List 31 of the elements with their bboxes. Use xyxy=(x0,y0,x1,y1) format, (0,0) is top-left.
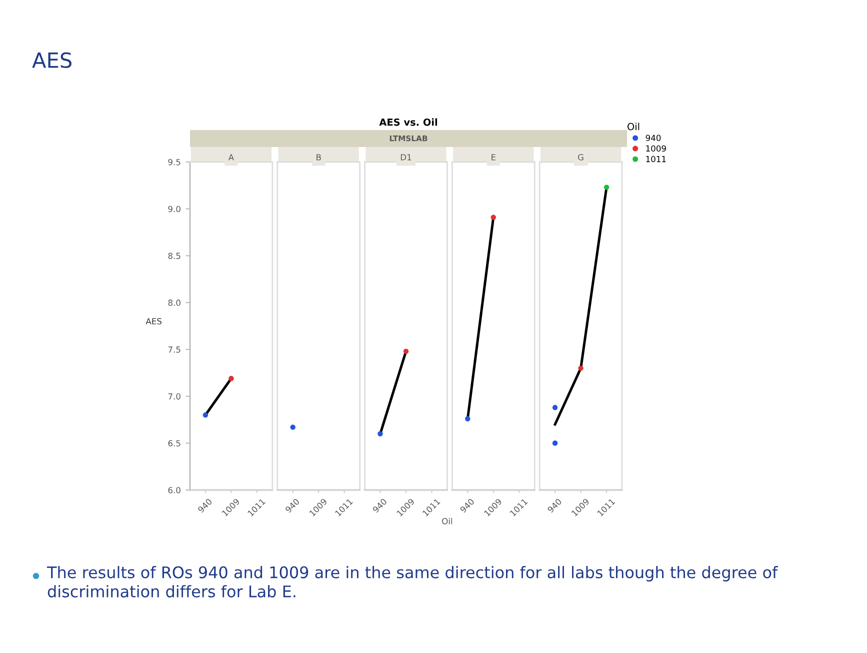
y-tick-label: 8.0 xyxy=(168,300,180,306)
x-axis-title: Oil xyxy=(442,518,452,524)
y-tick-label: 6.0 xyxy=(168,486,180,494)
x-tick-label: 940 xyxy=(547,498,562,514)
y-tick-label: 9.5 xyxy=(168,158,180,166)
legend-label: 1011 xyxy=(646,156,666,162)
point xyxy=(552,404,558,410)
legend-label: 1009 xyxy=(646,145,666,152)
y-axis-title: AES xyxy=(146,318,162,324)
text: AES xyxy=(32,52,72,68)
point xyxy=(604,184,610,190)
text: The results of ROs 940 and 1009 are in the same direction for all labs though the degree of discrimination differs for Lab E. xyxy=(46,566,778,598)
y-tick-label: 9.0 xyxy=(168,206,180,212)
text: AES vs. Oil xyxy=(379,118,438,126)
x-tick-label: 940 xyxy=(372,498,388,514)
chart-title: B xyxy=(316,154,321,160)
chart-title: A xyxy=(228,154,234,160)
x-tick-label: 940 xyxy=(197,498,212,514)
point xyxy=(552,440,558,446)
chart-title: D1 xyxy=(400,154,412,160)
y-tick-label: 8.5 xyxy=(168,252,180,259)
y-tick-label: 6.5 xyxy=(168,440,180,446)
x-tick-label: 940 xyxy=(460,498,475,514)
chart-title: G xyxy=(578,154,584,160)
legend-title: Oil xyxy=(628,122,640,130)
chart-title: E xyxy=(492,154,496,160)
y-tick-label: 7.0 xyxy=(168,393,180,400)
point xyxy=(578,366,584,371)
y-tick-label: 7.5 xyxy=(168,346,180,353)
legend-label: 940 xyxy=(646,134,661,142)
x-tick-label: 940 xyxy=(284,498,300,514)
